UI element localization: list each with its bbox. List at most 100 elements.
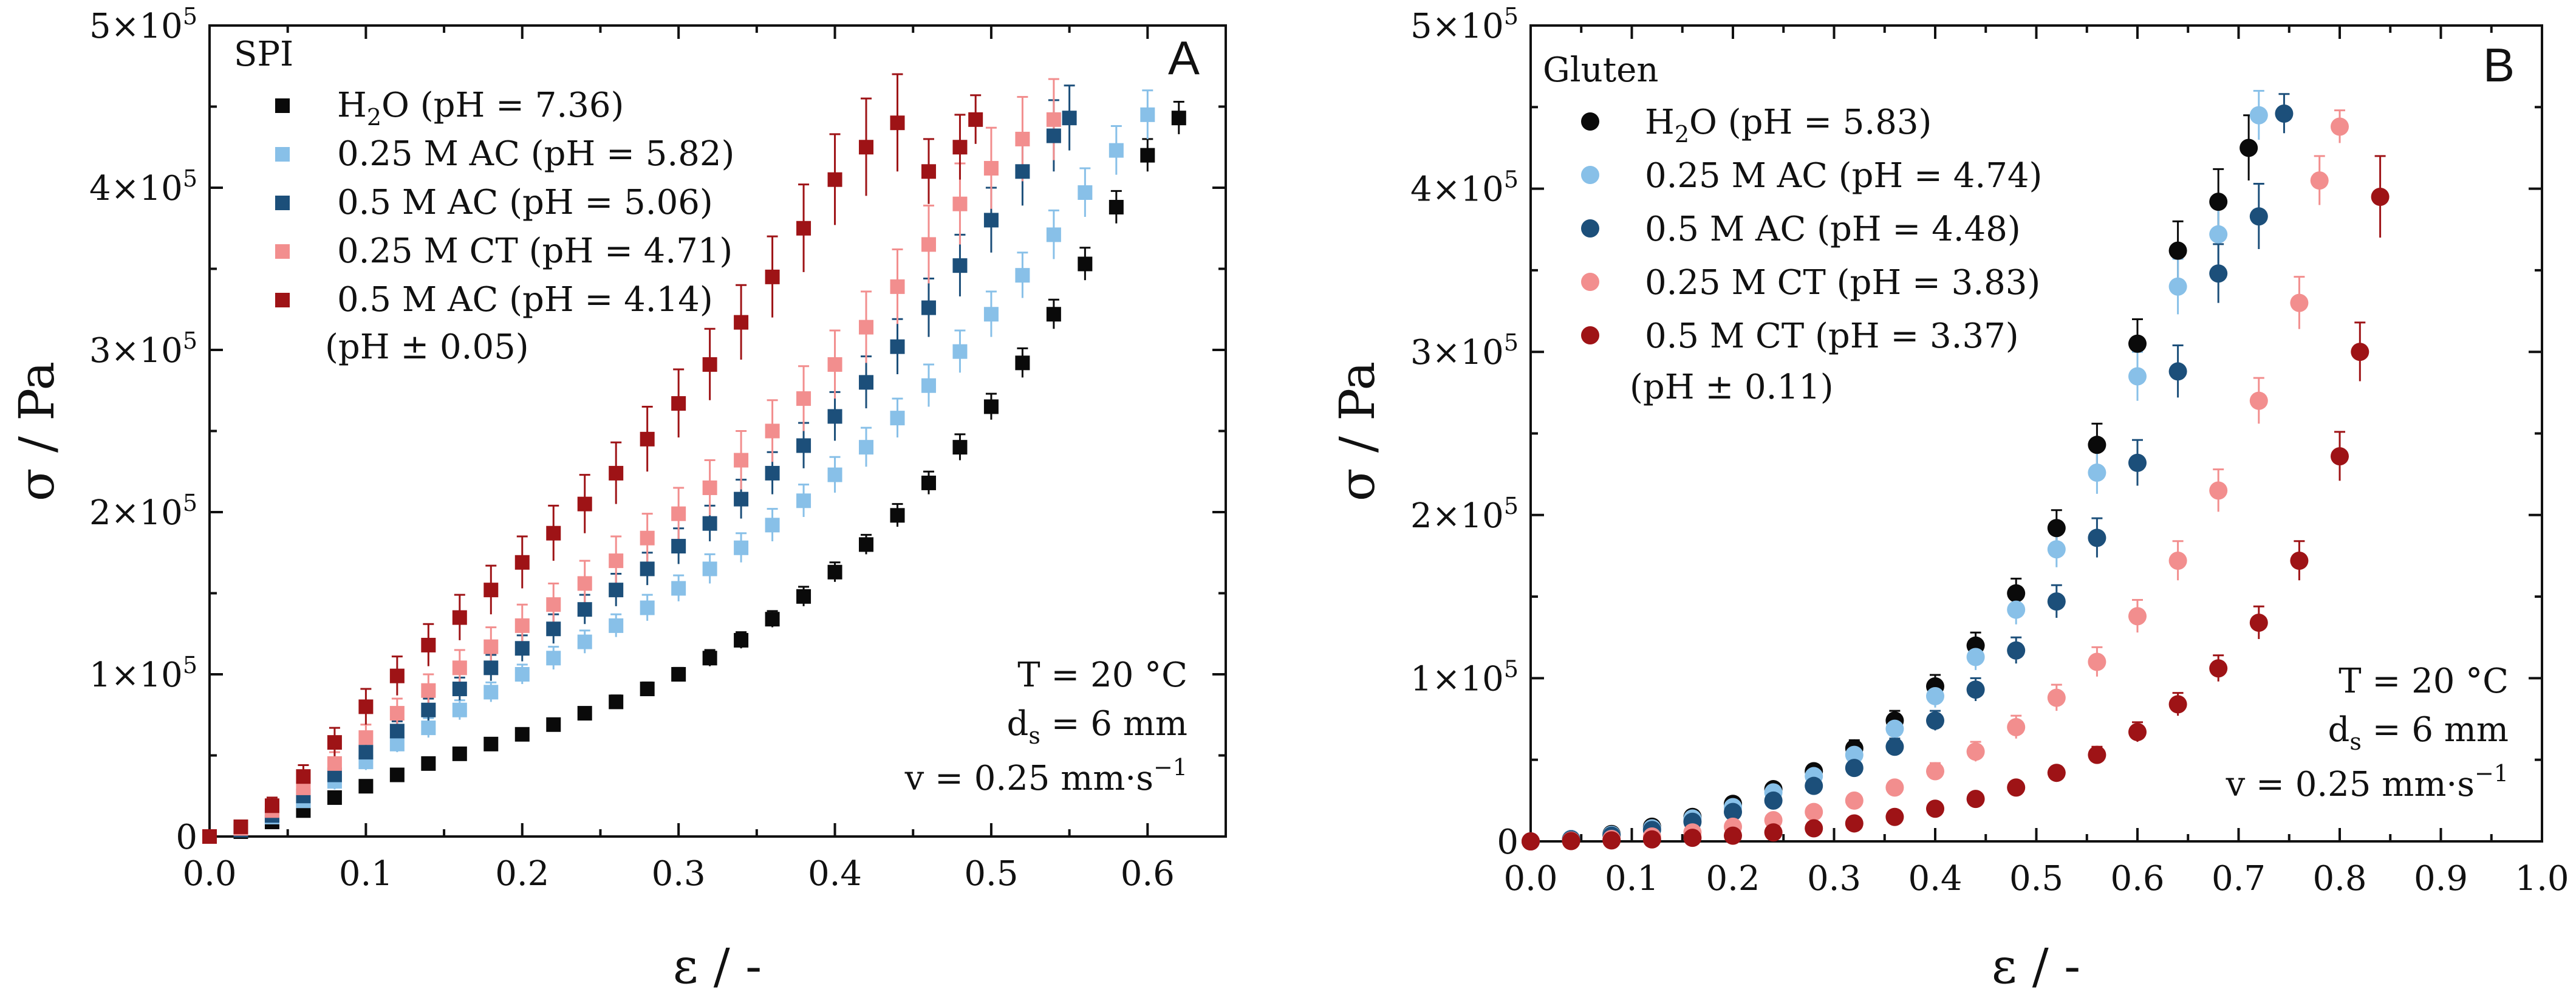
data-point bbox=[1015, 131, 1030, 146]
data-point bbox=[734, 632, 749, 648]
panel-b-xtick-label: 0.6 bbox=[2110, 859, 2164, 898]
data-point bbox=[983, 160, 999, 176]
panel-a-letter: A bbox=[1168, 31, 1200, 84]
data-point bbox=[577, 634, 592, 649]
data-point bbox=[609, 618, 624, 633]
data-point bbox=[2088, 436, 2106, 454]
data-point bbox=[389, 668, 405, 683]
data-point bbox=[546, 597, 561, 612]
data-point bbox=[702, 651, 717, 666]
legend-marker bbox=[1581, 219, 1599, 238]
data-point bbox=[358, 699, 374, 714]
panel-b-markers bbox=[1522, 104, 2390, 850]
panel-a-xtick-label: 0.5 bbox=[964, 854, 1018, 894]
panel-a-xtick-label: 0.3 bbox=[652, 854, 706, 894]
data-point bbox=[202, 829, 217, 844]
data-point bbox=[1845, 745, 1864, 764]
data-point bbox=[702, 516, 717, 531]
data-point bbox=[1805, 776, 1823, 795]
data-point bbox=[389, 736, 405, 751]
data-point bbox=[796, 221, 811, 236]
data-point bbox=[952, 140, 968, 155]
panel-b-error-bars bbox=[1525, 89, 2386, 842]
data-point bbox=[1109, 200, 1124, 215]
data-point bbox=[514, 727, 530, 742]
data-point bbox=[1885, 778, 1904, 797]
data-point bbox=[671, 396, 686, 411]
panel-b-xtick-label: 0.5 bbox=[2009, 859, 2063, 898]
data-point bbox=[2128, 607, 2147, 626]
panel-b-y-axis-title: σ / Pa bbox=[1329, 361, 1385, 501]
panel-a-ytick-label: 4×105 bbox=[89, 165, 197, 208]
data-point bbox=[983, 213, 999, 228]
data-point bbox=[983, 307, 999, 322]
data-point bbox=[890, 115, 905, 131]
panel-b-ytick-label: 2×105 bbox=[1410, 493, 1519, 536]
legend-ph-note: (pH ± 0.11) bbox=[1630, 368, 1834, 407]
data-point bbox=[702, 561, 717, 577]
data-point bbox=[2168, 241, 2187, 260]
data-point bbox=[546, 651, 561, 666]
data-point bbox=[859, 140, 874, 155]
data-point bbox=[609, 553, 624, 569]
data-point bbox=[2168, 695, 2187, 714]
data-point bbox=[640, 561, 655, 577]
data-point bbox=[2168, 277, 2187, 296]
condition-diameter: ds = 6 mm bbox=[1006, 704, 1187, 749]
panel-a: 0.0 0.1 0.2 0.3 0.4 0.5 0.6 0 1×105 2×10… bbox=[9, 3, 1227, 994]
data-point bbox=[2239, 139, 2258, 157]
panel-a-ytick-label: 3×105 bbox=[89, 327, 197, 371]
panel-b-xtick-label: 0.2 bbox=[1706, 859, 1760, 898]
data-point bbox=[2209, 264, 2228, 283]
condition-diameter: ds = 6 mm bbox=[2328, 710, 2509, 755]
data-point bbox=[2168, 552, 2187, 570]
data-point bbox=[2331, 117, 2349, 136]
data-point bbox=[1602, 831, 1621, 850]
data-point bbox=[2007, 717, 2026, 736]
data-point bbox=[921, 164, 936, 179]
data-point bbox=[2047, 592, 2066, 611]
data-point bbox=[2331, 447, 2349, 466]
data-point bbox=[2209, 225, 2228, 244]
data-point bbox=[952, 344, 968, 359]
data-point bbox=[921, 378, 936, 393]
data-point bbox=[296, 769, 311, 784]
data-point bbox=[671, 667, 686, 682]
data-point bbox=[1683, 829, 1702, 847]
data-point bbox=[1522, 832, 1540, 850]
data-point bbox=[1764, 791, 1783, 810]
legend-marker bbox=[1581, 112, 1599, 131]
data-point bbox=[452, 702, 467, 717]
data-point bbox=[1966, 742, 1985, 761]
panel-a-ytick-labels: 0 1×105 2×105 3×105 4×105 5×105 bbox=[89, 3, 197, 857]
data-point bbox=[827, 409, 842, 424]
data-point bbox=[859, 375, 874, 390]
data-point bbox=[452, 610, 467, 625]
data-point bbox=[734, 315, 749, 330]
data-point bbox=[765, 612, 780, 627]
data-point bbox=[546, 621, 561, 637]
data-point bbox=[640, 600, 655, 615]
legend-label: 0.5 M AC (pH = 5.06) bbox=[337, 183, 713, 222]
data-point bbox=[734, 540, 749, 555]
data-point bbox=[640, 682, 655, 697]
data-point bbox=[2209, 481, 2228, 500]
data-point bbox=[1845, 814, 1864, 833]
data-point bbox=[2007, 641, 2026, 660]
data-point bbox=[1062, 111, 1077, 126]
data-point bbox=[1140, 107, 1155, 122]
data-point bbox=[2310, 171, 2329, 190]
data-point bbox=[577, 576, 592, 591]
panel-b-xtick-label: 1.0 bbox=[2515, 859, 2569, 898]
data-point bbox=[640, 431, 655, 447]
data-point bbox=[1078, 185, 1093, 200]
data-point bbox=[358, 745, 374, 760]
data-point bbox=[734, 453, 749, 468]
data-point bbox=[2047, 688, 2066, 707]
legend-marker bbox=[1581, 166, 1599, 184]
data-point bbox=[1926, 799, 1944, 818]
condition-temperature: T = 20 °C bbox=[2339, 662, 2509, 701]
panel-b-xtick-labels: 0.0 0.1 0.2 0.3 0.4 0.5 0.6 0.7 0.8 0.9 … bbox=[1503, 859, 2569, 898]
legend-marker bbox=[275, 293, 290, 307]
